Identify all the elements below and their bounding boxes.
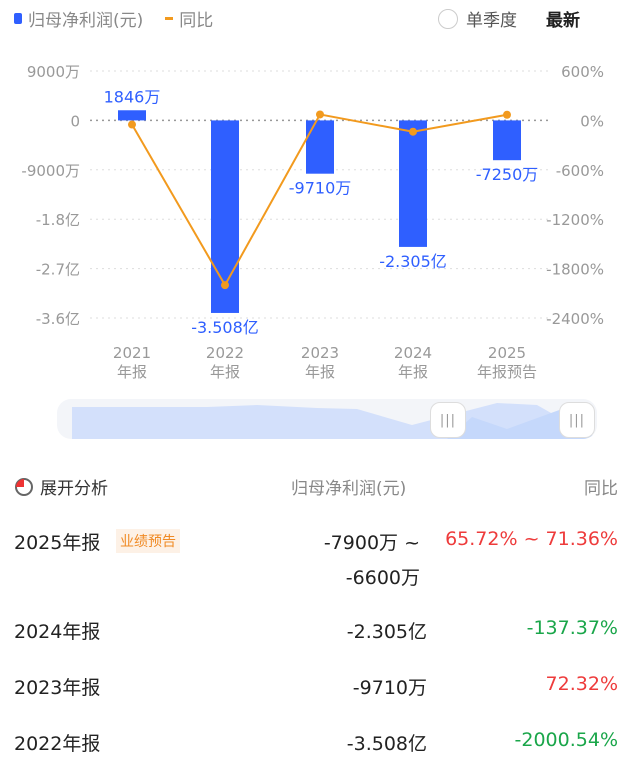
x-tick-label: 2023 [301,344,339,362]
left-tick-label: -2.7亿 [36,261,80,279]
yoy-point [503,110,511,119]
right-tick-label: -600% [556,162,604,180]
forecast-badge: 业绩预告 [116,529,180,553]
row-period: 2022年报 [14,733,101,755]
chart: 9000万 600% 0 0% -9000万 -600% -1.8亿 -1200% -2.7亿 -… [21,63,604,381]
row-value-upper: -6600万 [345,567,420,589]
slider-preview [72,403,597,439]
chart-legend: 归母净利润(元) 同比 [14,6,213,31]
row-period: 2023年报 [14,677,101,699]
legend-net-profit[interactable]: 归母净利润(元) [28,11,144,31]
row-period: 2025年报 [14,532,101,554]
left-tick-label: -3.6亿 [36,310,80,328]
x-tick-label: 2025 [488,344,526,362]
line-legend-swatch [165,17,174,20]
row-period: 2024年报 [14,621,101,643]
bar-data-label: -7250万 [476,165,539,184]
col-yoy: 同比 [584,479,618,499]
bar [306,120,334,174]
left-tick-label: -9000万 [21,162,80,180]
left-tick-label: 9000万 [27,63,80,81]
row-yoy: 65.72% ~ 71.36% [445,528,618,550]
bar-data-label: 1846万 [104,87,161,106]
yoy-point [128,120,136,129]
row-value: -9710万 [352,677,427,699]
yoy-point [221,281,229,290]
right-tick-label: 600% [561,63,604,81]
row-yoy: -137.37% [526,617,618,639]
x-tick-sublabel: 年报 [305,363,335,381]
pie-icon [15,477,33,496]
right-tick-label: 0% [580,112,604,130]
row-yoy: -2000.54% [514,729,618,751]
bar [118,110,146,121]
bar-data-label: -2.305亿 [379,252,447,271]
left-tick-label: 0 [70,112,80,130]
row-value: -2.305亿 [346,621,427,643]
radio-icon[interactable] [438,8,458,29]
x-tick-sublabel: 年报预告 [477,363,537,381]
slider-handle-right[interactable]: ||| [559,402,595,438]
x-tick-sublabel: 年报 [398,363,428,381]
x-tick-label: 2021 [113,344,151,362]
expand-analysis-label: 展开分析 [40,479,108,499]
bar [211,120,239,313]
bar [399,120,427,247]
x-tick-sublabel: 年报 [117,363,147,381]
row-value: -7900万 ~ [323,532,420,554]
right-tick-label: -1200% [546,211,604,229]
bar-legend-swatch [14,13,22,24]
latest-button[interactable]: 最新 [546,11,580,31]
bar-data-label: -3.508亿 [191,318,259,337]
x-tick-label: 2024 [394,344,432,362]
legend-yoy[interactable]: 同比 [179,11,214,31]
row-yoy: 72.32% [545,673,618,695]
x-tick-label: 2022 [206,344,244,362]
bar-data-label: -9710万 [289,179,352,198]
left-tick-label: -1.8亿 [36,211,80,229]
yoy-point [409,127,417,136]
slider-handle-left[interactable]: ||| [430,402,466,438]
quarter-label: 单季度 [466,11,517,31]
yoy-point [316,110,324,119]
col-net-profit: 归母净利润(元) [291,479,407,499]
range-slider[interactable] [57,399,597,439]
bar [493,120,521,161]
right-tick-label: -2400% [546,310,604,328]
quarter-toggle[interactable]: 单季度 [438,6,517,31]
x-tick-sublabel: 年报 [210,363,240,381]
expand-analysis[interactable]: 展开分析 [14,474,108,499]
row-value: -3.508亿 [346,733,427,755]
right-tick-label: -1800% [546,261,604,279]
